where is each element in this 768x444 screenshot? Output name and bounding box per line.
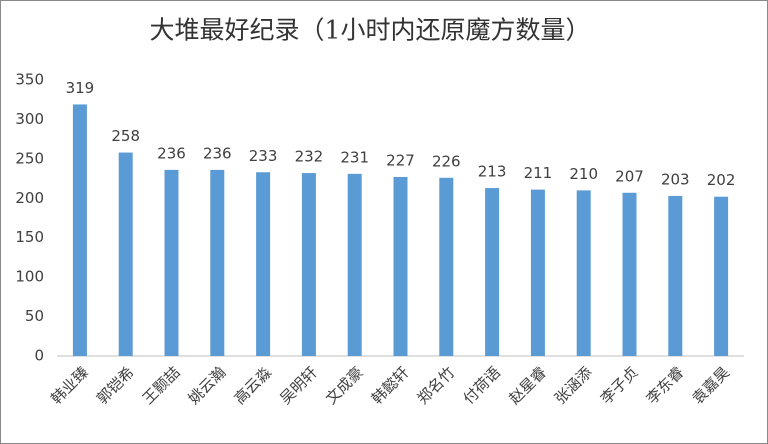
bar [72, 104, 87, 357]
bar [714, 196, 729, 356]
data-label: 227 [386, 151, 415, 169]
data-label: 236 [203, 144, 232, 162]
bar [210, 169, 225, 356]
bar [439, 177, 454, 356]
y-tick-label: 250 [15, 149, 44, 167]
bar [301, 173, 316, 356]
y-tick-label: 150 [15, 228, 44, 246]
y-tick-label: 300 [15, 110, 44, 128]
data-label: 319 [66, 79, 95, 97]
bar [485, 188, 500, 356]
data-label: 226 [432, 152, 461, 170]
bar [256, 172, 271, 356]
data-label: 236 [157, 144, 186, 162]
bar [668, 195, 683, 356]
data-label: 207 [615, 167, 644, 185]
bar [622, 192, 637, 356]
data-label: 232 [295, 148, 324, 166]
y-tick-label: 100 [15, 268, 44, 286]
data-label: 210 [569, 165, 598, 183]
data-label: 233 [249, 147, 278, 165]
y-tick-label: 350 [15, 71, 44, 89]
data-label: 258 [111, 127, 140, 145]
data-label: 213 [478, 163, 507, 181]
data-label: 211 [524, 164, 553, 182]
data-label: 231 [340, 148, 369, 166]
bar [347, 173, 362, 356]
bar [164, 169, 179, 356]
data-label: 202 [707, 171, 736, 189]
bar [393, 176, 408, 356]
y-tick-label: 50 [25, 307, 44, 325]
data-label: 203 [661, 170, 690, 188]
bar [118, 152, 133, 356]
y-tick-label: 0 [34, 347, 44, 365]
bar [576, 190, 591, 356]
y-tick-label: 200 [15, 189, 44, 207]
chart-title: 大堆最好纪录（1小时内还原魔方数量） [150, 16, 591, 45]
bar [530, 189, 545, 356]
